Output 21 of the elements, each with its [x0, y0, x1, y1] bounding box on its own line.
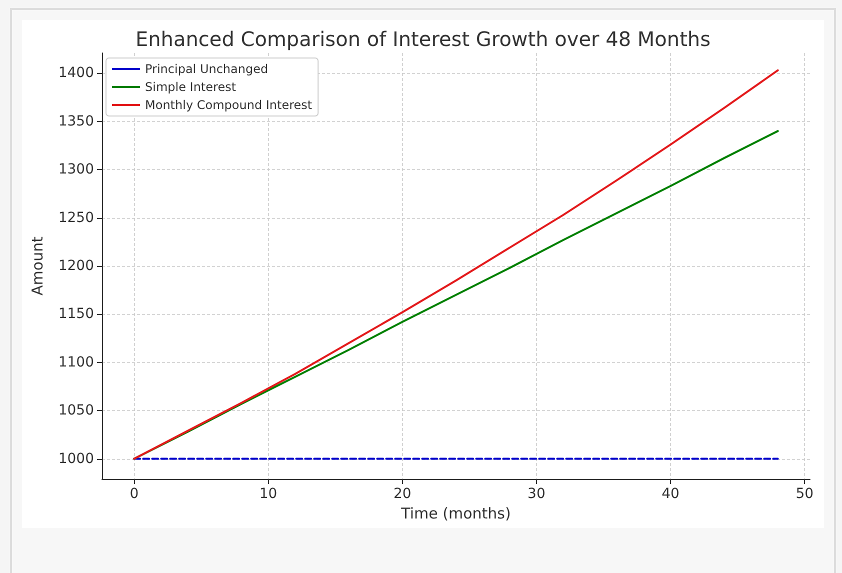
chart-title: Enhanced Comparison of Interest Growth over 48 Months [135, 27, 711, 51]
x-tick-label: 50 [796, 486, 814, 502]
y-tick-label: 1100 [58, 354, 94, 370]
x-tick-label: 30 [528, 486, 546, 502]
legend-label: Monthly Compound Interest [145, 98, 312, 112]
y-tick-label: 1250 [58, 210, 94, 226]
legend-label: Simple Interest [145, 80, 236, 94]
x-axis-title: Time (months) [400, 504, 511, 522]
y-tick-label: 1000 [58, 450, 94, 467]
y-tick-label: 1300 [58, 162, 94, 178]
x-tick-label: 0 [130, 486, 139, 502]
x-tick-label: 20 [393, 486, 412, 502]
y-tick-label: 1150 [58, 306, 94, 322]
y-axis-title: Amount [28, 236, 46, 296]
y-tick-label: 1200 [58, 258, 94, 274]
y-tick-label: 1350 [58, 113, 94, 130]
x-tick-label: 40 [662, 486, 680, 502]
x-tick-label: 10 [259, 486, 278, 502]
y-tick-label: 1400 [58, 65, 94, 82]
legend-label: Principal Unchanged [145, 62, 268, 76]
y-tick-label: 1050 [58, 402, 94, 419]
